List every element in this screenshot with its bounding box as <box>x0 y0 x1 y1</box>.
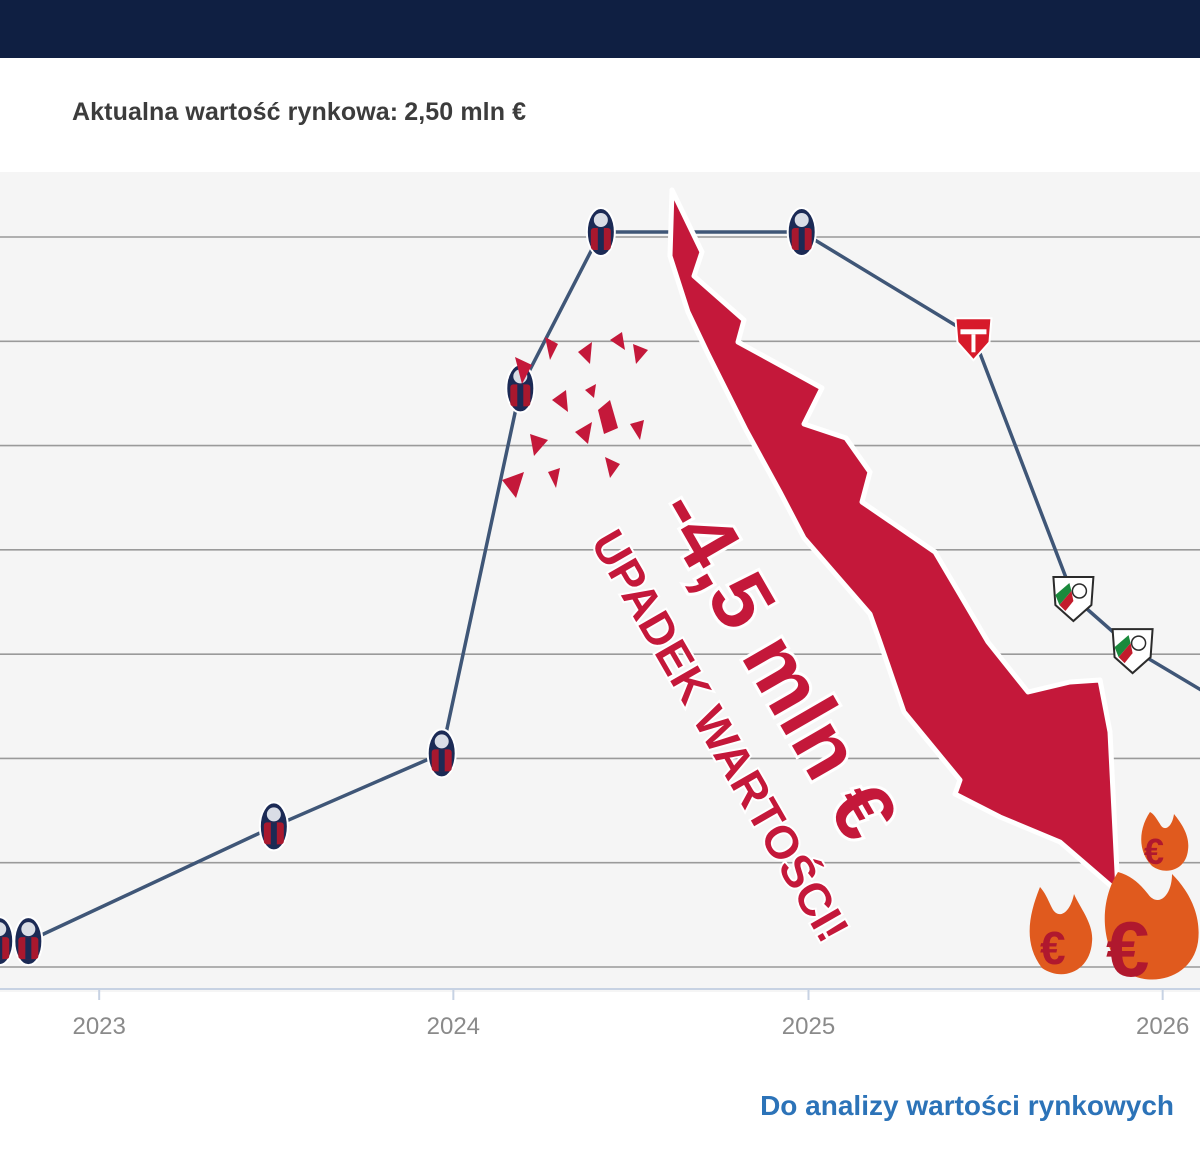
market-value-analysis-link[interactable]: Do analizy wartości rynkowych <box>760 1090 1174 1121</box>
club-crest-marker[interactable] <box>258 801 289 852</box>
top-navigation-bar <box>0 0 1200 58</box>
club-crest-marker[interactable] <box>0 916 15 967</box>
burning-euro-icons: € € € <box>1029 812 1199 993</box>
x-axis-ticks: 2023 2024 2025 2026 <box>72 989 1189 1040</box>
market-value-amount: 2,50 mln € <box>404 98 527 126</box>
chart-plot-area <box>0 172 1200 992</box>
club-crest-marker[interactable] <box>1052 576 1095 623</box>
club-crest-marker[interactable] <box>13 916 44 967</box>
x-tick-label: 2025 <box>782 1013 835 1040</box>
flame-euro-icon: € <box>1141 812 1189 872</box>
svg-text:€: € <box>1106 905 1149 993</box>
x-tick-label: 2023 <box>72 1013 125 1040</box>
svg-text:€: € <box>1040 922 1066 974</box>
x-tick-label: 2024 <box>427 1013 480 1040</box>
lightning-arrow <box>667 187 1121 895</box>
flame-euro-icon: € <box>1104 872 1199 993</box>
club-crest-marker[interactable] <box>426 728 457 779</box>
market-value-label: Aktualna wartość rynkowa: <box>72 98 399 126</box>
club-crest-marker[interactable] <box>585 207 616 257</box>
shatter-fragments <box>502 332 648 498</box>
market-value-heading: Aktualna wartość rynkowa: 2,50 mln € <box>72 98 526 127</box>
club-crest-marker[interactable] <box>954 317 993 362</box>
club-markers <box>0 207 1154 967</box>
market-value-chart-svg: 2023 2024 2025 2026 -4,5 mln € UPADEK WARTO… <box>0 172 1200 1040</box>
x-tick-label: 2026 <box>1136 1013 1189 1040</box>
market-value-chart: 2023 2024 2025 2026 -4,5 mln € UPADEK WARTO… <box>0 172 1200 1052</box>
flame-euro-icon: € <box>1029 887 1093 975</box>
club-crest-marker[interactable] <box>505 363 536 414</box>
club-crest-marker[interactable] <box>1111 628 1154 675</box>
club-crest-marker[interactable] <box>786 207 817 257</box>
svg-text:€: € <box>1144 831 1164 872</box>
